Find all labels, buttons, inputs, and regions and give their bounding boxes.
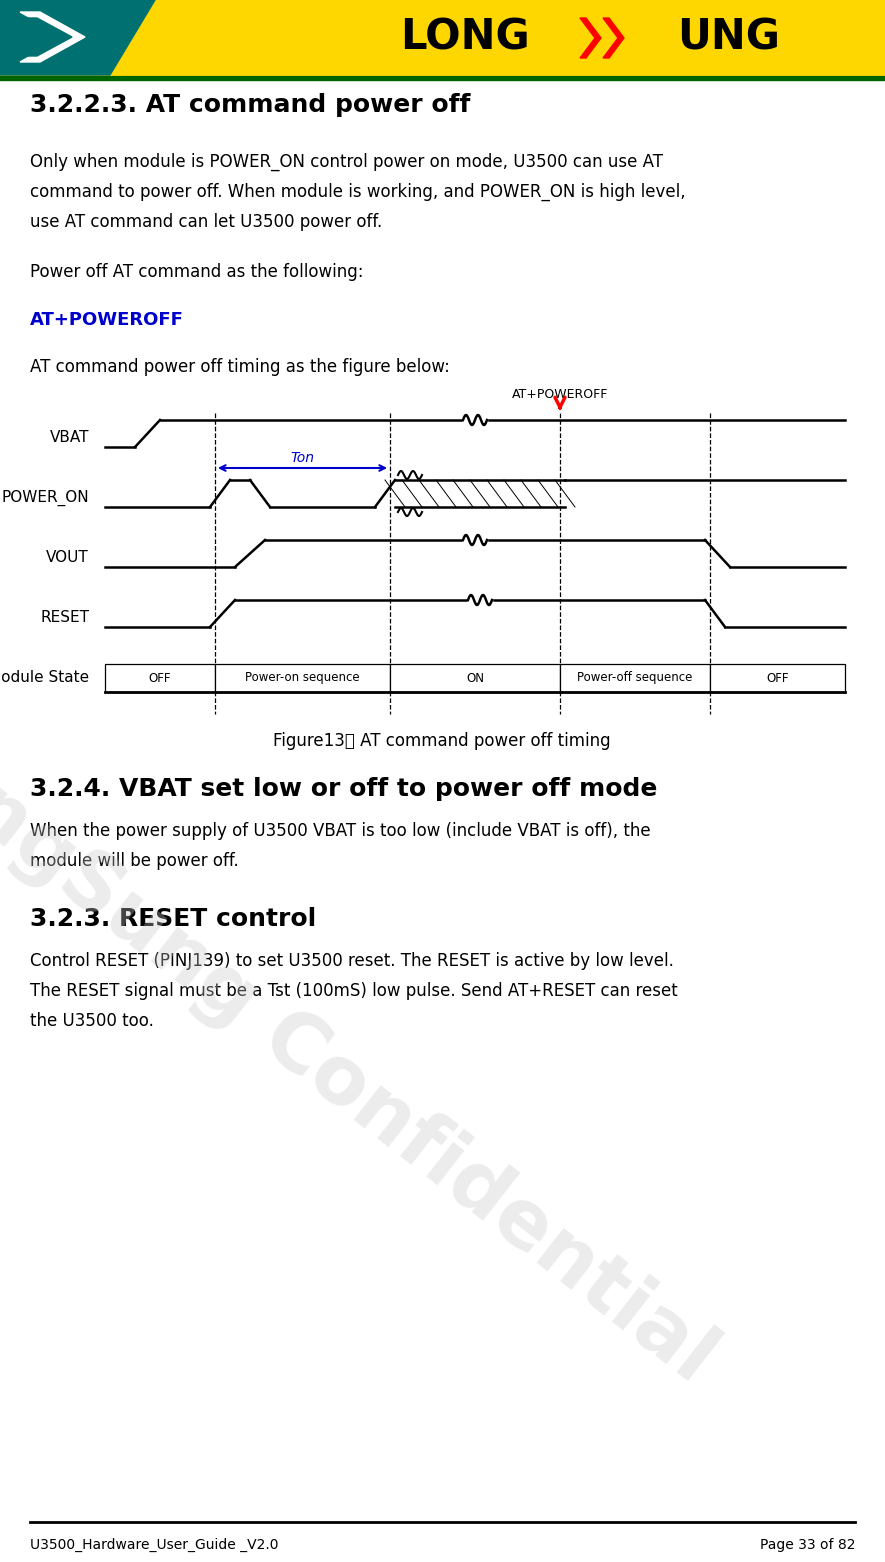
Bar <box>390 664 560 692</box>
Text: Module State: Module State <box>0 670 89 686</box>
Text: Power off AT command as the following:: Power off AT command as the following: <box>30 262 364 281</box>
Text: the U3500 too.: the U3500 too. <box>30 1012 154 1029</box>
Polygon shape <box>580 19 601 58</box>
Text: use AT command can let U3500 power off.: use AT command can let U3500 power off. <box>30 212 382 231</box>
Text: VBAT: VBAT <box>50 431 89 445</box>
Bar <box>105 664 215 692</box>
Text: AT+POWEROFF: AT+POWEROFF <box>30 311 184 330</box>
Text: Only when module is POWER_ON control power on mode, U3500 can use AT: Only when module is POWER_ON control pow… <box>30 153 663 172</box>
Text: module will be power off.: module will be power off. <box>30 851 239 870</box>
Polygon shape <box>603 19 624 58</box>
Text: Ton: Ton <box>290 451 314 465</box>
Bar <box>215 664 390 692</box>
Text: Figure13： AT command power off timing: Figure13： AT command power off timing <box>273 733 611 750</box>
Text: Page 33 of 82: Page 33 of 82 <box>759 1539 855 1553</box>
Text: 3.2.4. VBAT set low or off to power off mode: 3.2.4. VBAT set low or off to power off … <box>30 776 658 801</box>
Text: VOUT: VOUT <box>46 550 89 565</box>
Text: 3.2.2.3. AT command power off: 3.2.2.3. AT command power off <box>30 94 470 117</box>
Text: Power-on sequence: Power-on sequence <box>245 672 360 684</box>
Text: UNG: UNG <box>677 17 780 59</box>
Text: AT+POWEROFF: AT+POWEROFF <box>512 387 608 401</box>
Text: When the power supply of U3500 VBAT is too low (include VBAT is off), the: When the power supply of U3500 VBAT is t… <box>30 822 650 840</box>
Text: LongSung Confidential: LongSung Confidential <box>0 701 731 1398</box>
Text: POWER_ON: POWER_ON <box>2 490 89 506</box>
Polygon shape <box>0 0 155 75</box>
Text: 3.2.3. RESET control: 3.2.3. RESET control <box>30 908 316 931</box>
Bar <box>0 0 885 75</box>
Text: LONG: LONG <box>400 17 530 59</box>
Text: Power-off sequence: Power-off sequence <box>577 672 693 684</box>
Bar <box>710 664 845 692</box>
Text: Control RESET (PINJ139) to set U3500 reset. The RESET is active by low level.: Control RESET (PINJ139) to set U3500 res… <box>30 951 673 970</box>
Text: command to power off. When module is working, and POWER_ON is high level,: command to power off. When module is wor… <box>30 183 686 201</box>
Text: ON: ON <box>466 672 484 684</box>
Text: U3500_Hardware_User_Guide _V2.0: U3500_Hardware_User_Guide _V2.0 <box>30 1539 279 1553</box>
Text: RESET: RESET <box>40 611 89 625</box>
Text: OFF: OFF <box>149 672 172 684</box>
Bar <box>560 664 710 692</box>
Text: AT command power off timing as the figure below:: AT command power off timing as the figur… <box>30 358 450 376</box>
Text: OFF: OFF <box>766 672 789 684</box>
Text: The RESET signal must be a Tst (100mS) low pulse. Send AT+RESET can reset: The RESET signal must be a Tst (100mS) l… <box>30 982 678 1000</box>
Polygon shape <box>20 12 85 62</box>
Polygon shape <box>25 19 72 56</box>
